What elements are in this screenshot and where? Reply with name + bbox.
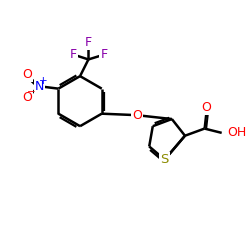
Text: F: F bbox=[100, 48, 108, 61]
Text: O: O bbox=[202, 100, 211, 114]
Text: F: F bbox=[70, 48, 77, 61]
Text: O: O bbox=[22, 68, 32, 81]
Text: O: O bbox=[132, 109, 142, 122]
Text: S: S bbox=[160, 153, 169, 166]
Text: +: + bbox=[39, 76, 48, 86]
Text: OH: OH bbox=[228, 126, 247, 139]
Text: −: − bbox=[27, 88, 36, 98]
Text: N: N bbox=[35, 80, 44, 93]
Text: F: F bbox=[85, 36, 92, 49]
Text: O: O bbox=[22, 91, 32, 104]
